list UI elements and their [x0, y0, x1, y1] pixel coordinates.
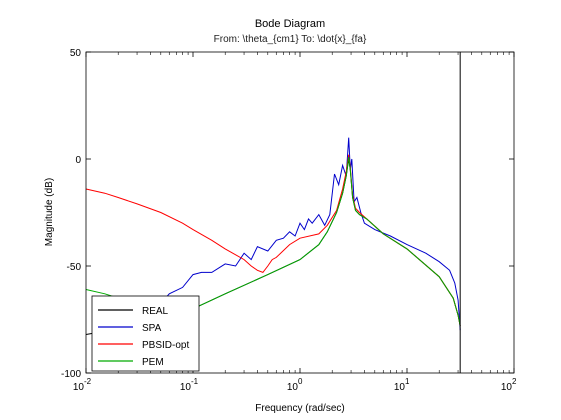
legend-items: REAL SPA PBSID-opt PEM — [98, 306, 189, 368]
legend-label: PBSID-opt — [142, 340, 189, 351]
x-tick-exponent: -2 — [84, 377, 92, 386]
y-tick-label: 50 — [70, 48, 82, 59]
x-tick-exponent: 2 — [512, 377, 517, 386]
y-tick-label: -50 — [67, 262, 82, 273]
legend-box — [91, 295, 200, 372]
x-axis-label: Frequency (rad/sec) — [255, 403, 344, 414]
legend-label: SPA — [142, 323, 162, 334]
legend: REAL SPA PBSID-opt PEM — [91, 295, 200, 372]
y-axis-label: Magnitude (dB) — [44, 178, 55, 246]
y-tick-label: 0 — [75, 155, 81, 166]
chart-subtitle: From: \theta_{cm1} To: \dot{x}_{fa} — [214, 34, 367, 45]
x-tick-exponent: 0 — [298, 377, 303, 386]
legend-label: REAL — [142, 306, 169, 317]
x-tick-label: 10 — [180, 382, 192, 393]
x-tick-label: 10 — [394, 382, 406, 393]
legend-label: PEM — [142, 357, 164, 368]
x-tick-exponent: 1 — [405, 377, 410, 386]
chart-title: Bode Diagram — [255, 18, 325, 30]
y-tick-label: -100 — [61, 369, 81, 380]
axis-ticks — [85, 51, 515, 374]
x-tick-label: 10 — [501, 382, 513, 393]
x-tick-exponent: -1 — [191, 377, 199, 386]
x-tick-label: 10 — [73, 382, 85, 393]
x-tick-label: 10 — [287, 382, 299, 393]
